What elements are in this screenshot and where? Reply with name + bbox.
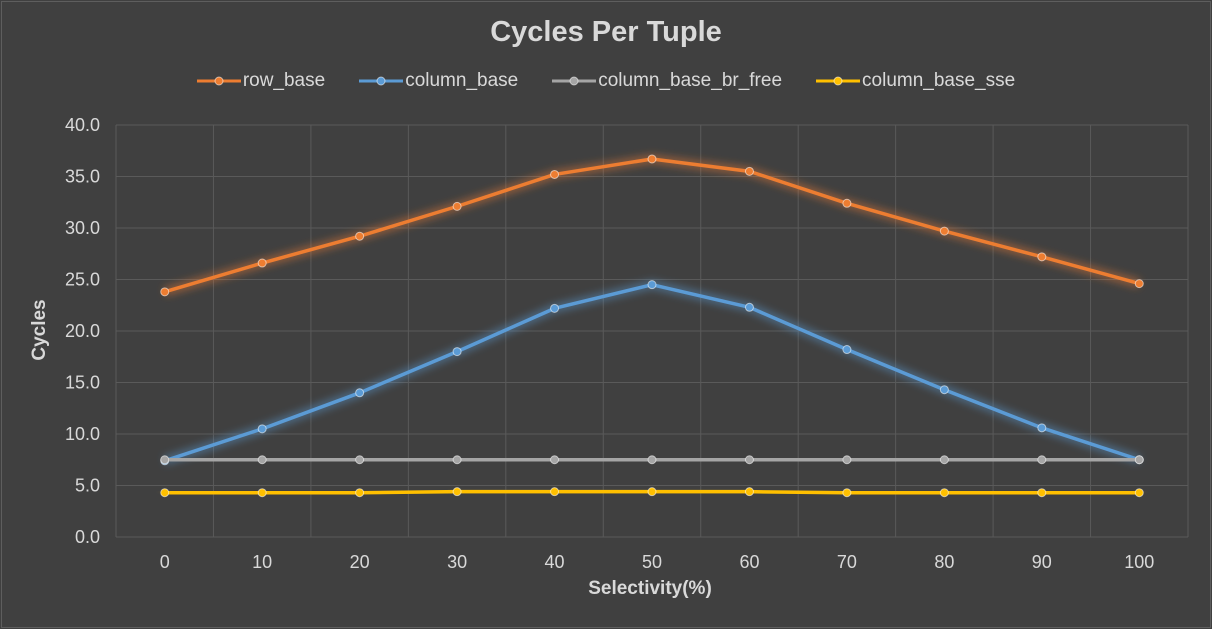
x-axis-ticks: 0 10 20 30 40 50 60 70 80 90 100: [160, 552, 1155, 572]
x-tick-label: 100: [1124, 552, 1154, 572]
y-tick-label: 25.0: [65, 270, 100, 290]
data-point: [355, 231, 365, 241]
series-column-base-br-free: [160, 455, 1144, 465]
legend-swatch-column-base: [359, 76, 404, 86]
x-tick-label: 40: [545, 552, 565, 572]
data-point: [160, 287, 170, 297]
series-row-base: [160, 154, 1144, 297]
data-point: [355, 488, 365, 498]
data-point: [160, 455, 170, 465]
y-tick-label: 20.0: [65, 321, 100, 341]
data-point: [842, 455, 852, 465]
y-tick-label: 30.0: [65, 218, 100, 238]
data-point: [939, 385, 949, 395]
y-tick-label: 5.0: [75, 476, 100, 496]
data-point: [257, 488, 267, 498]
data-point: [744, 487, 754, 497]
data-point: [647, 154, 657, 164]
data-point: [452, 347, 462, 357]
gridlines: [115, 124, 1189, 538]
data-point: [160, 488, 170, 498]
data-point: [1037, 252, 1047, 262]
y-tick-label: 0.0: [75, 527, 100, 547]
y-tick-label: 35.0: [65, 167, 100, 187]
data-point: [744, 455, 754, 465]
legend-swatch-column-base-br-free: [552, 76, 597, 86]
y-tick-label: 40.0: [65, 115, 100, 135]
data-point: [1037, 423, 1047, 433]
data-point: [1037, 488, 1047, 498]
data-point: [355, 388, 365, 398]
y-tick-label: 15.0: [65, 373, 100, 393]
x-tick-label: 60: [739, 552, 759, 572]
legend-marker: [833, 76, 843, 86]
series-lines: [160, 154, 1144, 498]
data-point: [842, 198, 852, 208]
legend-label-row-base: row_base: [242, 70, 326, 91]
legend-swatch-row-base: [196, 76, 241, 86]
data-point: [1134, 488, 1144, 498]
data-point: [550, 455, 560, 465]
data-point: [355, 455, 365, 465]
legend-label-column-base-sse: column_base_sse: [862, 70, 1016, 91]
x-tick-label: 90: [1032, 552, 1052, 572]
legend-item-column-base-sse: column_base_sse: [816, 70, 1015, 92]
data-point: [452, 455, 462, 465]
x-tick-label: 50: [642, 552, 662, 572]
legend-label-column-base: column_base: [405, 70, 519, 91]
y-axis-label: Cycles: [29, 299, 50, 361]
legend-swatch-column-base-sse: [816, 76, 861, 86]
data-point: [647, 280, 657, 290]
x-axis-label: Selectivity(%): [588, 578, 712, 599]
data-point: [550, 487, 560, 497]
x-tick-label: 10: [252, 552, 272, 572]
legend-item-column-base: column_base: [359, 70, 518, 92]
y-tick-label: 10.0: [65, 424, 100, 444]
legend: row_base column_base column_base_br_free…: [0, 70, 1212, 92]
data-point: [939, 488, 949, 498]
data-point: [1134, 455, 1144, 465]
legend-label-column-base-br-free: column_base_br_free: [598, 70, 783, 91]
legend-marker: [569, 76, 579, 86]
x-tick-label: 80: [934, 552, 954, 572]
x-tick-label: 30: [447, 552, 467, 572]
data-point: [647, 487, 657, 497]
data-point: [257, 455, 267, 465]
series-column-base-sse: [160, 487, 1144, 498]
data-point: [842, 345, 852, 355]
data-point: [744, 302, 754, 312]
legend-marker: [214, 76, 224, 86]
data-point: [744, 166, 754, 176]
data-point: [647, 455, 657, 465]
legend-item-row-base: row_base: [196, 70, 326, 92]
legend-item-column-base-br-free: column_base_br_free: [552, 70, 782, 92]
data-point: [550, 169, 560, 179]
data-point: [939, 455, 949, 465]
data-point: [1134, 279, 1144, 289]
series-column-base: [160, 280, 1144, 466]
data-point: [939, 226, 949, 236]
legend-marker: [376, 76, 386, 86]
x-tick-label: 20: [350, 552, 370, 572]
x-tick-label: 70: [837, 552, 857, 572]
data-point: [257, 424, 267, 434]
y-axis-ticks: 0.0 5.0 10.0 15.0 20.0 25.0 30.0 35.0 40.0: [65, 115, 100, 547]
x-tick-label: 0: [160, 552, 170, 572]
data-point: [257, 258, 267, 268]
data-point: [842, 488, 852, 498]
chart-title: Cycles Per Tuple: [490, 16, 722, 48]
data-point: [550, 303, 560, 313]
data-point: [452, 487, 462, 497]
data-point: [452, 201, 462, 211]
data-point: [1037, 455, 1047, 465]
